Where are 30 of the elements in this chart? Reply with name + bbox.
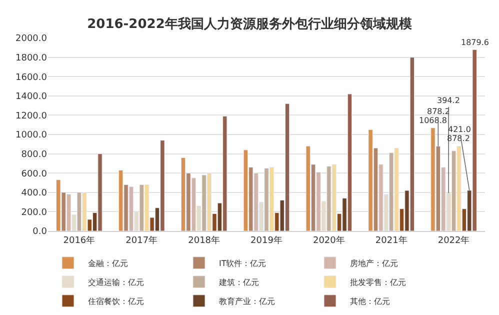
y-tick-label: 1800.0 xyxy=(16,53,48,64)
y-tick-label: 1000.0 xyxy=(16,130,48,141)
y-tick-label: 1200.0 xyxy=(16,111,48,122)
y-tick-label: 1600.0 xyxy=(16,72,48,83)
legend-label: 住宿餐饮：亿元 xyxy=(88,296,144,306)
legend-label: 教育产业：亿元 xyxy=(219,296,275,306)
legend-label: 批发零售：亿元 xyxy=(350,278,406,287)
legend-label: 交通运输：亿元 xyxy=(88,278,144,287)
legend-label: 金融：亿元 xyxy=(88,258,128,268)
chart-title: 2016-2022年我国人力资源服务外包行业细分领域规模 xyxy=(87,16,412,32)
x-tick-label: 2018年 xyxy=(188,234,220,246)
x-tick-label: 2019年 xyxy=(250,234,282,246)
y-tick-label: 400.0 xyxy=(21,188,48,199)
y-tick-label: 2000.0 xyxy=(16,34,48,44)
y-tick-label: 800.0 xyxy=(21,150,48,160)
x-tick-label: 2016年 xyxy=(63,234,96,246)
y-tick-label: 600.0 xyxy=(21,169,48,180)
x-tick-label: 2021年 xyxy=(375,234,408,246)
data-label: 1879.6 xyxy=(461,38,489,47)
legend-label: 其他：亿元 xyxy=(350,296,390,306)
x-tick-label: 2020年 xyxy=(312,234,345,246)
y-tick-label: 1400.0 xyxy=(16,92,48,102)
x-tick-label: 2022年 xyxy=(438,234,470,246)
legend-label: IT软件：亿元 xyxy=(219,258,266,268)
y-tick-label: 0.0 xyxy=(32,227,48,238)
y-tick-label: 200.0 xyxy=(21,208,48,218)
x-tick-label: 2017年 xyxy=(126,234,158,246)
data-label: 394.2 xyxy=(437,96,460,105)
legend-label: 建筑：亿元 xyxy=(218,278,259,287)
legend-label: 房地产：亿元 xyxy=(350,258,398,268)
